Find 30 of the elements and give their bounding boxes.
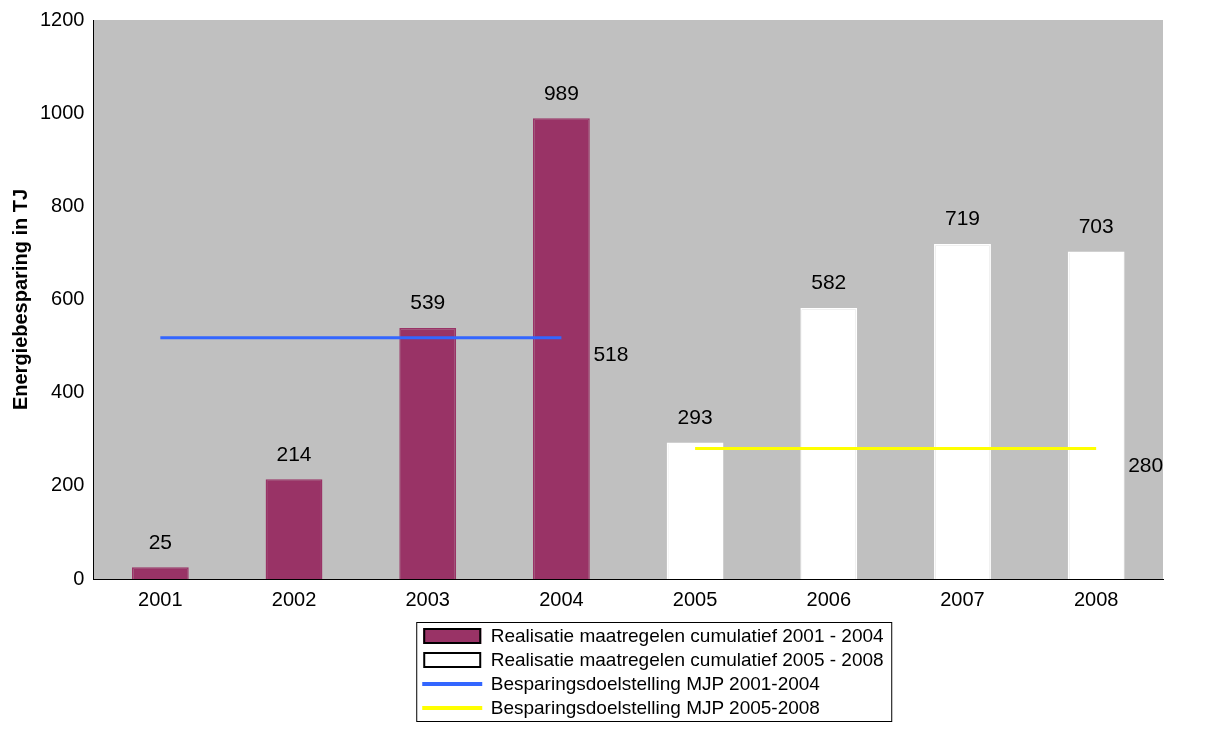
- y-tick-label: 1200: [39, 7, 85, 30]
- y-tick-label: 1000: [39, 100, 85, 123]
- legend-label: Realisatie maatregelen cumulatief 2001 - 2004: [490, 625, 884, 647]
- data-label: 582: [811, 270, 847, 294]
- x-tick-label: 2002: [271, 587, 317, 610]
- data-label: 214: [276, 441, 312, 465]
- legend-label: Realisatie maatregelen cumulatief 2005 - 2008: [490, 649, 884, 671]
- data-label: 280: [1128, 453, 1164, 477]
- y-tick-label: 0: [73, 566, 85, 589]
- data-label: 989: [543, 80, 579, 104]
- y-tick-label: 800: [51, 193, 85, 216]
- data-label: 719: [944, 206, 980, 230]
- x-tick-label: 2005: [672, 587, 718, 610]
- x-tick-label: 2003: [405, 587, 450, 610]
- data-label: 293: [677, 404, 713, 428]
- data-label: 539: [410, 290, 446, 314]
- x-tick-label: 2004: [539, 587, 584, 610]
- data-label: 518: [593, 342, 629, 366]
- y-tick-label: 600: [51, 287, 85, 310]
- data-label: 703: [1078, 213, 1114, 237]
- data-label: 25: [148, 529, 173, 553]
- legend-label: Besparingsdoelstelling MJP 2005-2008: [490, 697, 820, 719]
- x-tick-label: 2007: [940, 587, 985, 610]
- legend-label: Besparingsdoelstelling MJP 2001-2004: [490, 673, 820, 695]
- y-tick-label: 200: [51, 473, 85, 496]
- y-axis-title: Energiebesparing in TJ: [8, 188, 31, 411]
- x-tick-label: 2006: [806, 587, 852, 610]
- x-tick-label: 2008: [1073, 587, 1119, 610]
- x-tick-label: 2001: [138, 587, 183, 610]
- y-tick-label: 400: [51, 380, 85, 403]
